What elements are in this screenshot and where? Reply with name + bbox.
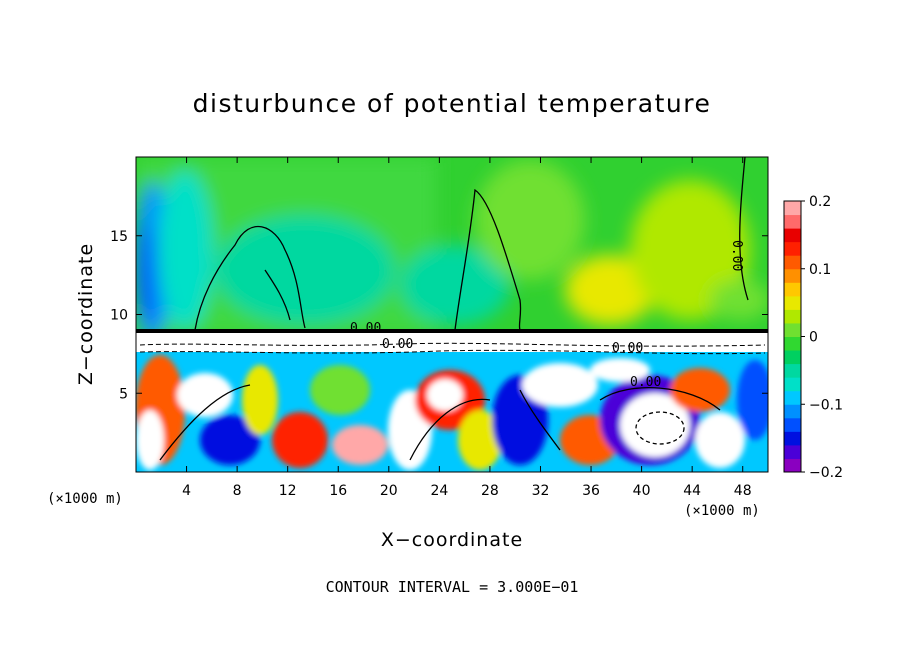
colorbar-segment (784, 241, 801, 256)
contour-label: 0.00 (630, 375, 661, 390)
colorbar-segment (784, 350, 801, 365)
colorbar-segment (784, 431, 801, 446)
colorbar-segment (784, 404, 801, 419)
y-axis-label: Z−coordinate (75, 243, 97, 385)
x-tick-label: 16 (329, 483, 347, 499)
x-tick-label: 48 (734, 483, 752, 499)
x-tick-label: 28 (481, 483, 499, 499)
x-tick-label: 12 (279, 483, 297, 499)
y-tick-label: 5 (119, 386, 128, 402)
y-axis: 5 10 15 (110, 229, 768, 402)
plot-area: 0.00 0.00 0.00 0.00 0.00 (136, 157, 768, 472)
y-tick-label: 10 (110, 308, 128, 324)
colorbar-segment (784, 322, 801, 337)
x-axis-label: X−coordinate (381, 529, 523, 551)
colorbar-tick-label: −0.1 (809, 397, 843, 413)
x-tick-label: 36 (582, 483, 600, 499)
x-tick-label: 8 (233, 483, 242, 499)
colorbar-segment (784, 228, 801, 243)
colorbar-segment (784, 255, 801, 270)
colorbar-segment (784, 214, 801, 229)
colorbar-tick-label: −0.2 (809, 465, 843, 481)
y-tick-label: 15 (110, 229, 128, 245)
contour-label: 0.00 (382, 337, 413, 352)
contour-interval-note: CONTOUR INTERVAL = 3.000E−01 (326, 578, 579, 596)
x-tick-label: 4 (182, 483, 191, 499)
colorbar-segment (784, 309, 801, 324)
x-tick-label: 44 (683, 483, 701, 499)
colorbar-segment (784, 444, 801, 459)
colorbar-segment (784, 417, 801, 432)
colorbar-segment (784, 458, 801, 473)
x-tick-label: 20 (380, 483, 398, 499)
colorbar: 0.2 0.1 0 −0.1 −0.2 (783, 194, 843, 481)
chart-title: disturbunce of potential temperature (193, 89, 712, 118)
colorbar-segment (784, 282, 801, 297)
colorbar-segment (784, 295, 801, 310)
colorbar-segment (784, 390, 801, 405)
colorbar-segment (784, 363, 801, 378)
x-tick-label: 40 (633, 483, 651, 499)
x-axis: 4 8 12 16 20 24 28 32 36 40 44 48 (182, 157, 752, 499)
colorbar-tick-label: 0.1 (809, 262, 831, 278)
colorbar-segment (784, 336, 801, 351)
colorbar-tick-label: 0.2 (809, 194, 831, 210)
contour-label: 0.00 (729, 240, 744, 271)
colorbar-segment (784, 377, 801, 392)
x-unit-label-left: (×1000 m) (47, 491, 123, 507)
x-tick-label: 24 (430, 483, 448, 499)
x-tick-label: 32 (532, 483, 550, 499)
colorbar-segment (784, 268, 801, 283)
x-unit-label-right: (×1000 m) (684, 503, 760, 519)
contour-label: 0.00 (612, 341, 643, 356)
colorbar-segment (784, 201, 801, 216)
colorbar-tick-label: 0 (809, 330, 818, 346)
contour-label: 0.00 (350, 321, 381, 336)
